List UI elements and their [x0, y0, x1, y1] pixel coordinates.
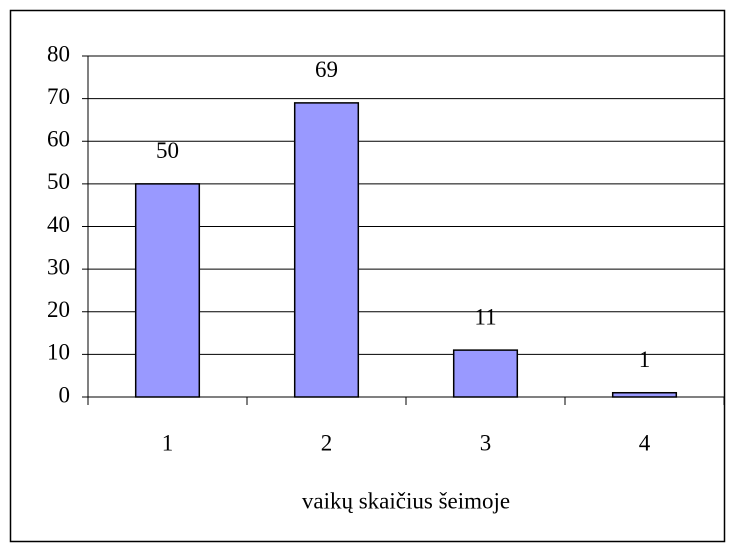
x-tick-label: 4 [639, 430, 651, 455]
data-label: 11 [474, 304, 496, 329]
bar [611, 391, 678, 398]
bar [134, 183, 201, 398]
bar [293, 102, 360, 398]
x-tick-label: 1 [162, 430, 174, 455]
y-tick-label: 20 [47, 297, 70, 322]
data-label: 50 [156, 138, 179, 163]
x-tick-label: 2 [321, 430, 333, 455]
y-tick-label: 80 [47, 41, 70, 66]
data-label: 69 [315, 57, 338, 82]
y-tick-label: 60 [47, 127, 70, 152]
x-axis-label: vaikų skaičius šeimoje [302, 488, 510, 513]
y-tick-label: 70 [47, 84, 70, 109]
data-label: 1 [639, 347, 651, 372]
x-tick-label: 3 [480, 430, 492, 455]
y-tick-label: 30 [47, 254, 70, 279]
bar [452, 349, 519, 398]
y-tick-label: 50 [47, 169, 70, 194]
y-tick-label: 0 [59, 382, 71, 407]
chart-frame [9, 9, 726, 543]
y-tick-label: 40 [47, 212, 70, 237]
y-tick-label: 10 [47, 340, 70, 365]
